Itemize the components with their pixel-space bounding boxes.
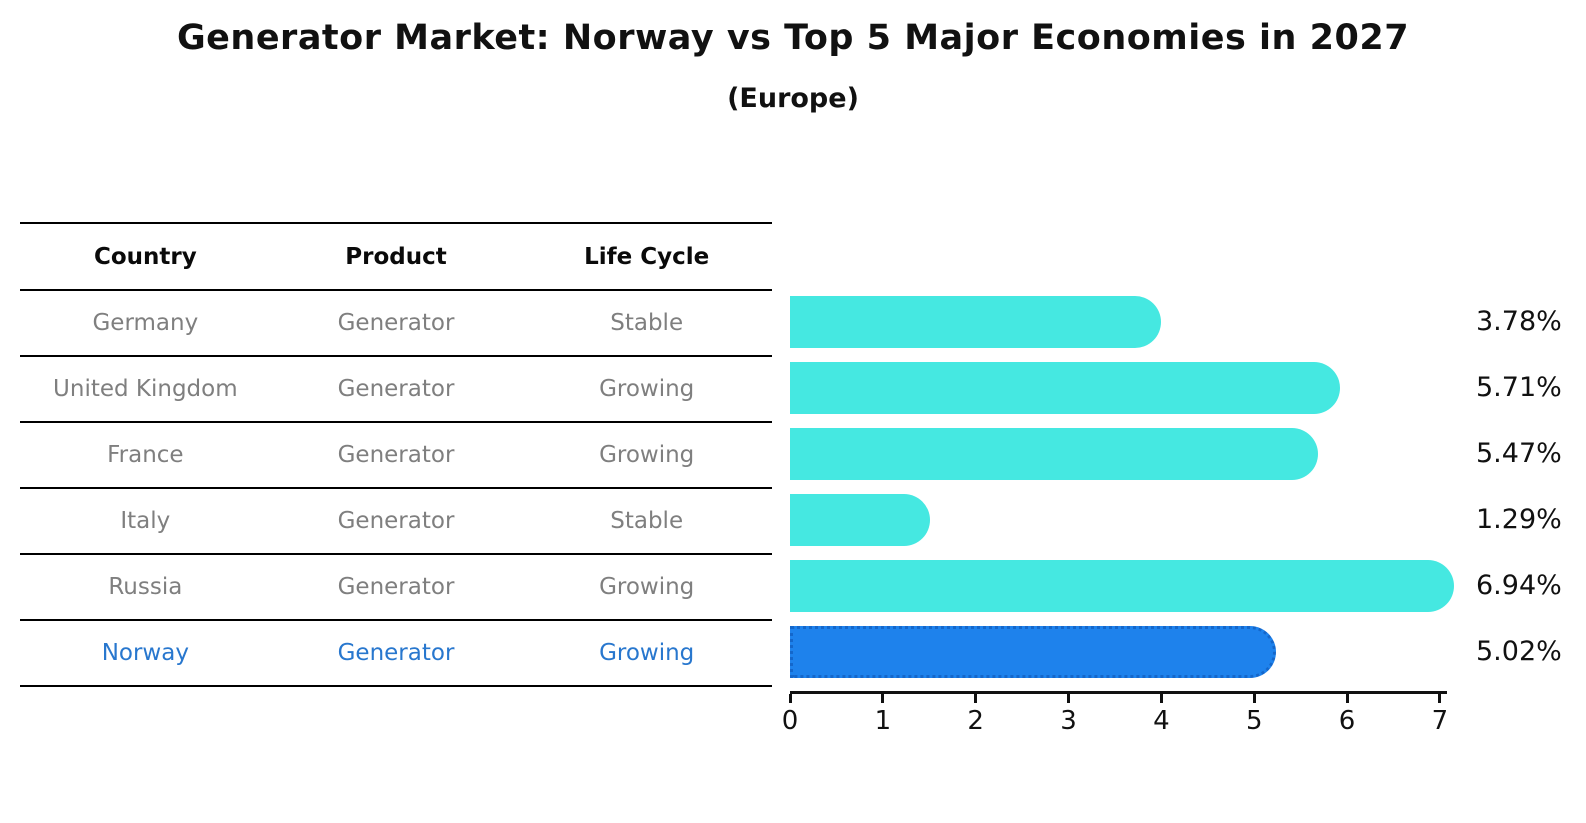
table-row: France Generator Growing — [20, 423, 772, 489]
x-tick-label: 0 — [781, 706, 799, 736]
x-tick-label: 1 — [874, 706, 892, 736]
country-cell: Russia — [108, 574, 183, 600]
value-label: 6.94% — [1476, 570, 1562, 601]
value-bar-highlighted — [790, 626, 1277, 678]
value-label: 1.29% — [1476, 504, 1562, 535]
x-tick-mark — [974, 694, 978, 703]
value-bar — [790, 560, 1455, 612]
x-axis: 0 1 2 3 4 5 6 7 — [782, 691, 1448, 736]
table-header-row: Country Product Life Cycle — [20, 224, 772, 291]
x-tick-label: 2 — [967, 706, 984, 736]
bar-chart: 3.78% 5.71% 5.47% 1.29% 6.94% 5.02% — [790, 289, 1586, 685]
country-cell: Germany — [92, 310, 199, 336]
comparison-table: Country Product Life Cycle Germany Gener… — [20, 222, 772, 687]
value-bar — [790, 428, 1318, 480]
life-cycle-cell: Growing — [599, 640, 695, 666]
value-label: 5.47% — [1476, 438, 1562, 469]
table-row: Germany Generator Stable — [20, 291, 772, 357]
x-tick-label: 3 — [1060, 706, 1077, 736]
value-bar — [790, 494, 930, 546]
bar-row: 5.71% — [790, 355, 1562, 421]
bar-row: 1.29% — [790, 487, 1562, 553]
x-tick-label: 6 — [1338, 706, 1356, 736]
life-cycle-cell: Growing — [599, 442, 695, 468]
country-cell: Norway — [101, 640, 189, 666]
value-label: 3.78% — [1476, 306, 1562, 337]
product-cell: Generator — [337, 376, 455, 402]
x-tick-mark — [1159, 694, 1163, 703]
country-cell: United Kingdom — [53, 376, 238, 402]
value-label: 5.02% — [1476, 636, 1562, 667]
x-tick-mark — [1438, 694, 1442, 703]
bar-row: 3.78% — [790, 289, 1562, 355]
value-bar — [790, 296, 1161, 348]
bar-row: 6.94% — [790, 553, 1562, 619]
country-cell: Italy — [120, 508, 171, 534]
bar-row: 5.47% — [790, 421, 1562, 487]
product-cell: Generator — [337, 310, 455, 336]
table-row: Russia Generator Growing — [20, 555, 772, 621]
life-cycle-cell: Growing — [599, 376, 695, 402]
product-cell: Generator — [337, 508, 455, 534]
table-header-life-cycle: Life Cycle — [584, 243, 710, 270]
x-tick-mark — [788, 694, 792, 703]
x-tick-label: 4 — [1153, 706, 1170, 736]
x-axis-ticks: 0 1 2 3 4 5 6 7 — [782, 694, 1448, 736]
x-tick-mark — [1252, 694, 1256, 703]
x-tick-mark — [1345, 694, 1349, 703]
x-tick-mark — [881, 694, 885, 703]
x-tick-mark — [1067, 694, 1071, 703]
chart-subtitle: (Europe) — [727, 83, 859, 114]
value-bar — [790, 362, 1341, 414]
table-row: United Kingdom Generator Growing — [20, 357, 772, 423]
value-label: 5.71% — [1476, 372, 1562, 403]
table-header-country: Country — [93, 243, 197, 270]
product-cell: Generator — [337, 640, 455, 666]
product-cell: Generator — [337, 442, 455, 468]
life-cycle-cell: Growing — [599, 574, 695, 600]
bar-row: 5.02% — [790, 619, 1562, 685]
x-tick-label: 5 — [1245, 706, 1263, 736]
table-row-highlighted: Norway Generator Growing — [20, 621, 772, 687]
chart-title: Generator Market: Norway vs Top 5 Major … — [176, 18, 1410, 58]
life-cycle-cell: Stable — [610, 508, 684, 534]
table-row: Italy Generator Stable — [20, 489, 772, 555]
life-cycle-cell: Stable — [610, 310, 684, 336]
table-header-product: Product — [345, 243, 447, 270]
country-cell: France — [107, 442, 184, 468]
x-tick-label: 7 — [1431, 706, 1449, 736]
product-cell: Generator — [337, 574, 455, 600]
